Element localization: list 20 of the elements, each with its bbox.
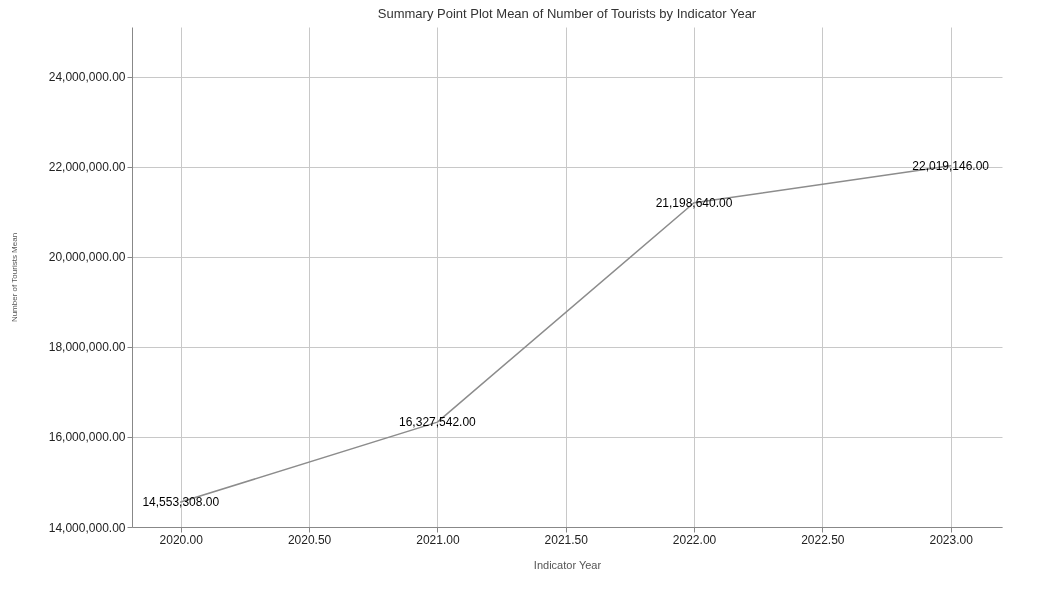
x-tick-label: 2020.00 (159, 532, 204, 547)
y-tick-label: 16,000,000.00 (48, 430, 126, 445)
data-label: 21,198,640.00 (655, 195, 733, 210)
data-label: 14,553,308.00 (142, 495, 220, 510)
x-tick-label: 2022.50 (801, 532, 845, 547)
y-tick-label: 18,000,000.00 (48, 340, 126, 355)
y-axis-title: Number of Tourists Mean (9, 232, 19, 323)
x-axis-title: Indicator Year (533, 558, 602, 571)
data-label: 22,019,146.00 (912, 158, 990, 173)
x-tick-label: 2022.00 (672, 532, 717, 547)
x-tick-label: 2021.00 (416, 532, 460, 547)
y-tick-label: 24,000,000.00 (48, 70, 126, 85)
y-tick-label: 22,000,000.00 (48, 160, 126, 175)
y-tick-label: 20,000,000.00 (48, 250, 126, 265)
x-tick-label: 2020.50 (287, 532, 332, 547)
x-tick-label: 2021.50 (544, 532, 589, 547)
chart-title: Summary Point Plot Mean of Number of Tourists by Indicator Year (377, 6, 757, 21)
x-tick-label: 2023.00 (929, 532, 974, 547)
y-tick-label: 14,000,000.00 (48, 520, 126, 535)
data-label: 16,327,542.00 (399, 415, 477, 430)
